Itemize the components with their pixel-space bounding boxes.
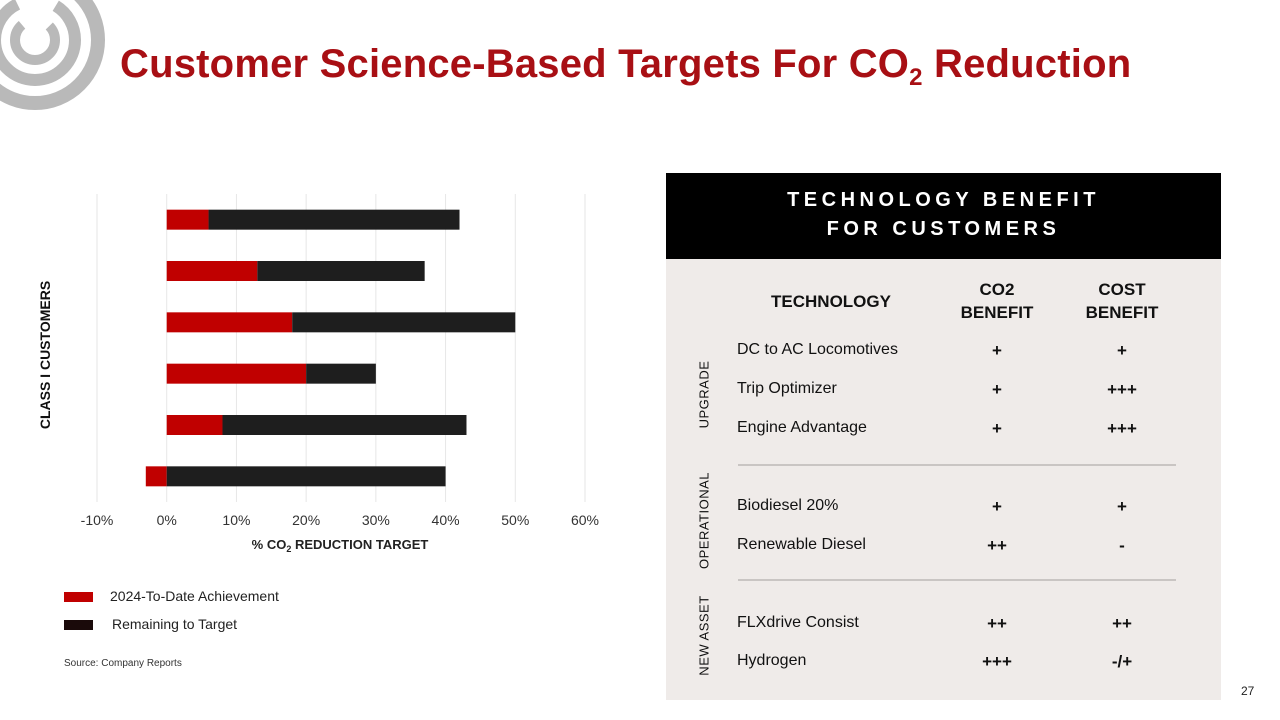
legend-swatch-remaining [64,620,93,630]
page-title: Customer Science-Based Targets For CO2 R… [120,42,1132,91]
company-logo [0,0,105,110]
co2-flxdrive: ++ [987,614,1007,633]
group-divider [738,464,1176,466]
cost-biodiesel: + [1117,497,1127,516]
co2-dc-to-ac: + [992,341,1002,360]
cost-renewable-diesel: - [1119,536,1125,555]
cost-flxdrive: ++ [1112,614,1132,633]
co2-biodiesel: + [992,497,1002,516]
cost-engine-advantage: +++ [1107,419,1137,438]
column-header-co2: CO2 BENEFIT [960,280,1034,322]
bar-remaining [222,415,467,435]
tech-engine-advantage: Engine Advantage [737,419,867,436]
cost-dc-to-ac: + [1117,341,1127,360]
tech-hydrogen: Hydrogen [737,652,807,669]
bar-remaining [257,261,425,281]
legend-swatch-achieved [64,592,93,602]
bar-remaining [166,466,446,487]
co2-target-chart: -10% 0% 10% 20% 30% 40% 50% 60% % CO2 REDUCTION… [37,194,599,554]
bar-achieved [166,312,293,333]
x-tick-label: 30% [362,512,390,528]
legend-label-remaining: Remaining to Target [112,616,238,632]
cost-trip-optimizer: +++ [1107,380,1137,399]
x-tick-label: 20% [292,512,320,528]
column-header-cost: COST BENEFIT [1085,280,1159,322]
bar-remaining [208,209,460,230]
bar-remaining [306,363,376,384]
group-label-new-asset: NEW ASSET [696,595,712,676]
bar-achieved [166,363,307,384]
technology-benefit-panel: TECHNOLOGY BENEFIT FOR CUSTOMERS TECHNOL… [666,173,1221,700]
x-axis-label: % CO2 REDUCTION TARGET [252,537,429,554]
page-number: 27 [1241,684,1255,698]
tech-dc-to-ac: DC to AC Locomotives [737,341,898,358]
x-tick-label: 50% [501,512,529,528]
group-label-upgrade: UPGRADE [696,360,712,429]
tech-flxdrive: FLXdrive Consist [737,614,859,631]
legend-label-achieved: 2024-To-Date Achievement [110,588,279,604]
bar-achieved [145,466,167,487]
x-tick-label: 60% [571,512,599,528]
tech-biodiesel: Biodiesel 20% [737,497,839,514]
x-tick-label: 0% [157,512,177,528]
co2-hydrogen: +++ [982,652,1012,671]
bar-achieved [166,415,223,435]
group-divider [738,579,1176,581]
source-note: Source: Company Reports [64,658,182,669]
cost-hydrogen: -/+ [1111,652,1133,671]
bar-achieved [166,261,258,281]
co2-trip-optimizer: + [992,380,1002,399]
panel-heading: TECHNOLOGY BENEFIT FOR CUSTOMERS [666,173,1221,259]
co2-renewable-diesel: ++ [987,536,1007,555]
y-axis-label: CLASS I CUSTOMERS [37,281,53,429]
x-tick-label: 10% [222,512,250,528]
x-tick-label: 40% [432,512,460,528]
x-tick-label: -10% [81,512,114,528]
bar-remaining [292,312,516,333]
co2-engine-advantage: + [992,419,1002,438]
tech-renewable-diesel: Renewable Diesel [737,536,866,553]
bar-achieved [166,209,209,230]
tech-trip-optimizer: Trip Optimizer [737,380,837,397]
column-header-technology: TECHNOLOGY [771,292,891,311]
group-label-operational: OPERATIONAL [696,472,712,570]
